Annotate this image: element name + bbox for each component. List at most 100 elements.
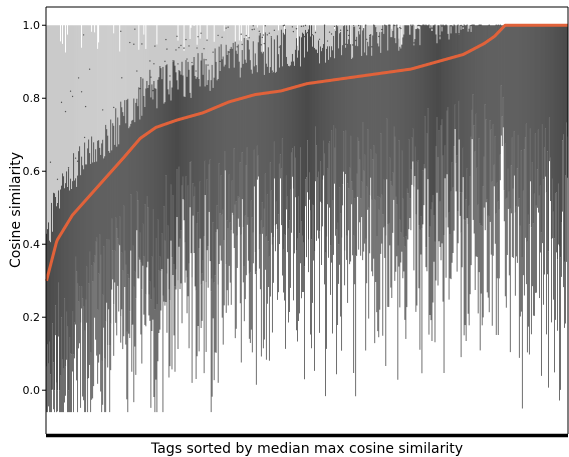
- outlier-point: [195, 70, 197, 72]
- outlier-point: [457, 24, 459, 26]
- outlier-point: [102, 109, 104, 111]
- outlier-point: [314, 31, 317, 34]
- outlier-point: [413, 42, 415, 44]
- outlier-point: [304, 24, 307, 27]
- outlier-point: [394, 24, 396, 27]
- outlier-point: [56, 178, 59, 181]
- outlier-point: [80, 91, 83, 93]
- outlier-point: [412, 24, 414, 26]
- outlier-point: [205, 59, 207, 61]
- outlier-point: [344, 43, 347, 46]
- outlier-point: [76, 160, 79, 162]
- outlier-point: [225, 27, 227, 29]
- outlier-point: [258, 30, 261, 32]
- outlier-point: [259, 33, 262, 35]
- outlier-point: [241, 43, 243, 46]
- outlier-point: [186, 58, 188, 60]
- outlier-point: [120, 30, 122, 32]
- outlier-point: [113, 106, 115, 109]
- outlier-point: [302, 25, 305, 27]
- outlier-point: [419, 25, 421, 27]
- x-axis-label: Tags sorted by median max cosine similar…: [150, 441, 463, 457]
- outlier-point: [197, 36, 199, 38]
- outlier-point: [178, 46, 180, 49]
- outlier-point: [497, 24, 499, 26]
- outlier-point: [262, 34, 265, 36]
- y-tick-label: 0.0: [23, 384, 41, 397]
- outlier-point: [471, 24, 473, 26]
- outlier-point: [428, 24, 430, 26]
- outlier-point: [346, 29, 349, 32]
- outlier-point: [283, 24, 286, 26]
- outlier-point: [480, 24, 482, 26]
- outlier-point: [139, 87, 141, 90]
- outlier-point: [82, 34, 85, 36]
- outlier-point: [166, 48, 168, 50]
- outlier-point: [180, 44, 182, 47]
- outlier-point: [381, 28, 383, 31]
- outlier-point: [359, 27, 361, 29]
- outlier-point: [460, 24, 462, 27]
- y-tick-label: 0.6: [23, 165, 41, 178]
- outlier-point: [149, 60, 151, 62]
- outlier-point: [478, 24, 480, 26]
- outlier-point: [69, 90, 72, 92]
- y-tick-label: 0.4: [23, 238, 41, 251]
- outlier-point: [328, 31, 331, 33]
- outlier-point: [323, 24, 326, 26]
- outlier-point: [375, 27, 377, 29]
- outlier-point: [351, 44, 354, 46]
- outlier-point: [175, 49, 177, 51]
- outlier-point: [261, 36, 264, 39]
- outlier-point: [64, 110, 67, 113]
- outlier-point: [495, 24, 497, 26]
- outlier-point: [488, 24, 490, 26]
- outlier-point: [378, 35, 380, 38]
- outlier-point: [154, 45, 156, 47]
- outlier-point: [369, 34, 371, 37]
- outlier-point: [169, 75, 171, 77]
- outlier-point: [442, 24, 444, 26]
- outlier-point: [152, 89, 154, 92]
- outlier-point: [462, 26, 464, 28]
- outlier-point: [473, 24, 475, 26]
- outlier-point: [245, 34, 247, 37]
- axes: 0.0 0.2 0.4 0.6 0.8 1.0: [23, 6, 569, 438]
- outlier-point: [150, 76, 152, 78]
- outlier-point: [453, 24, 455, 26]
- outlier-point: [268, 32, 271, 34]
- outlier-point: [479, 24, 481, 26]
- outlier-point: [468, 28, 470, 30]
- outlier-point: [318, 38, 321, 41]
- outlier-point: [221, 36, 223, 39]
- outlier-point: [71, 95, 74, 98]
- outlier-point: [292, 30, 295, 33]
- outlier-point: [303, 35, 306, 38]
- outlier-point: [306, 31, 309, 34]
- outlier-point: [499, 24, 501, 26]
- outlier-point: [207, 64, 209, 66]
- outlier-point: [49, 161, 52, 163]
- outlier-point: [83, 136, 86, 139]
- outlier-point: [339, 29, 342, 31]
- outlier-point: [373, 24, 375, 26]
- outlier-point: [251, 28, 253, 31]
- outlier-point: [278, 46, 281, 48]
- outlier-point: [330, 33, 333, 35]
- outlier-point: [458, 33, 460, 35]
- outlier-point: [291, 26, 294, 28]
- y-tick-label: 0.8: [23, 92, 41, 105]
- outlier-point: [399, 26, 401, 29]
- outlier-point: [188, 45, 190, 47]
- outlier-point: [411, 25, 413, 28]
- outlier-point: [336, 26, 339, 28]
- outlier-point: [463, 24, 465, 26]
- outlier-point: [191, 61, 193, 64]
- outlier-point: [264, 25, 267, 27]
- outlier-point: [472, 24, 474, 26]
- outlier-point: [185, 38, 187, 41]
- outlier-point: [219, 60, 221, 63]
- outlier-point: [164, 60, 166, 63]
- outlier-point: [347, 34, 350, 37]
